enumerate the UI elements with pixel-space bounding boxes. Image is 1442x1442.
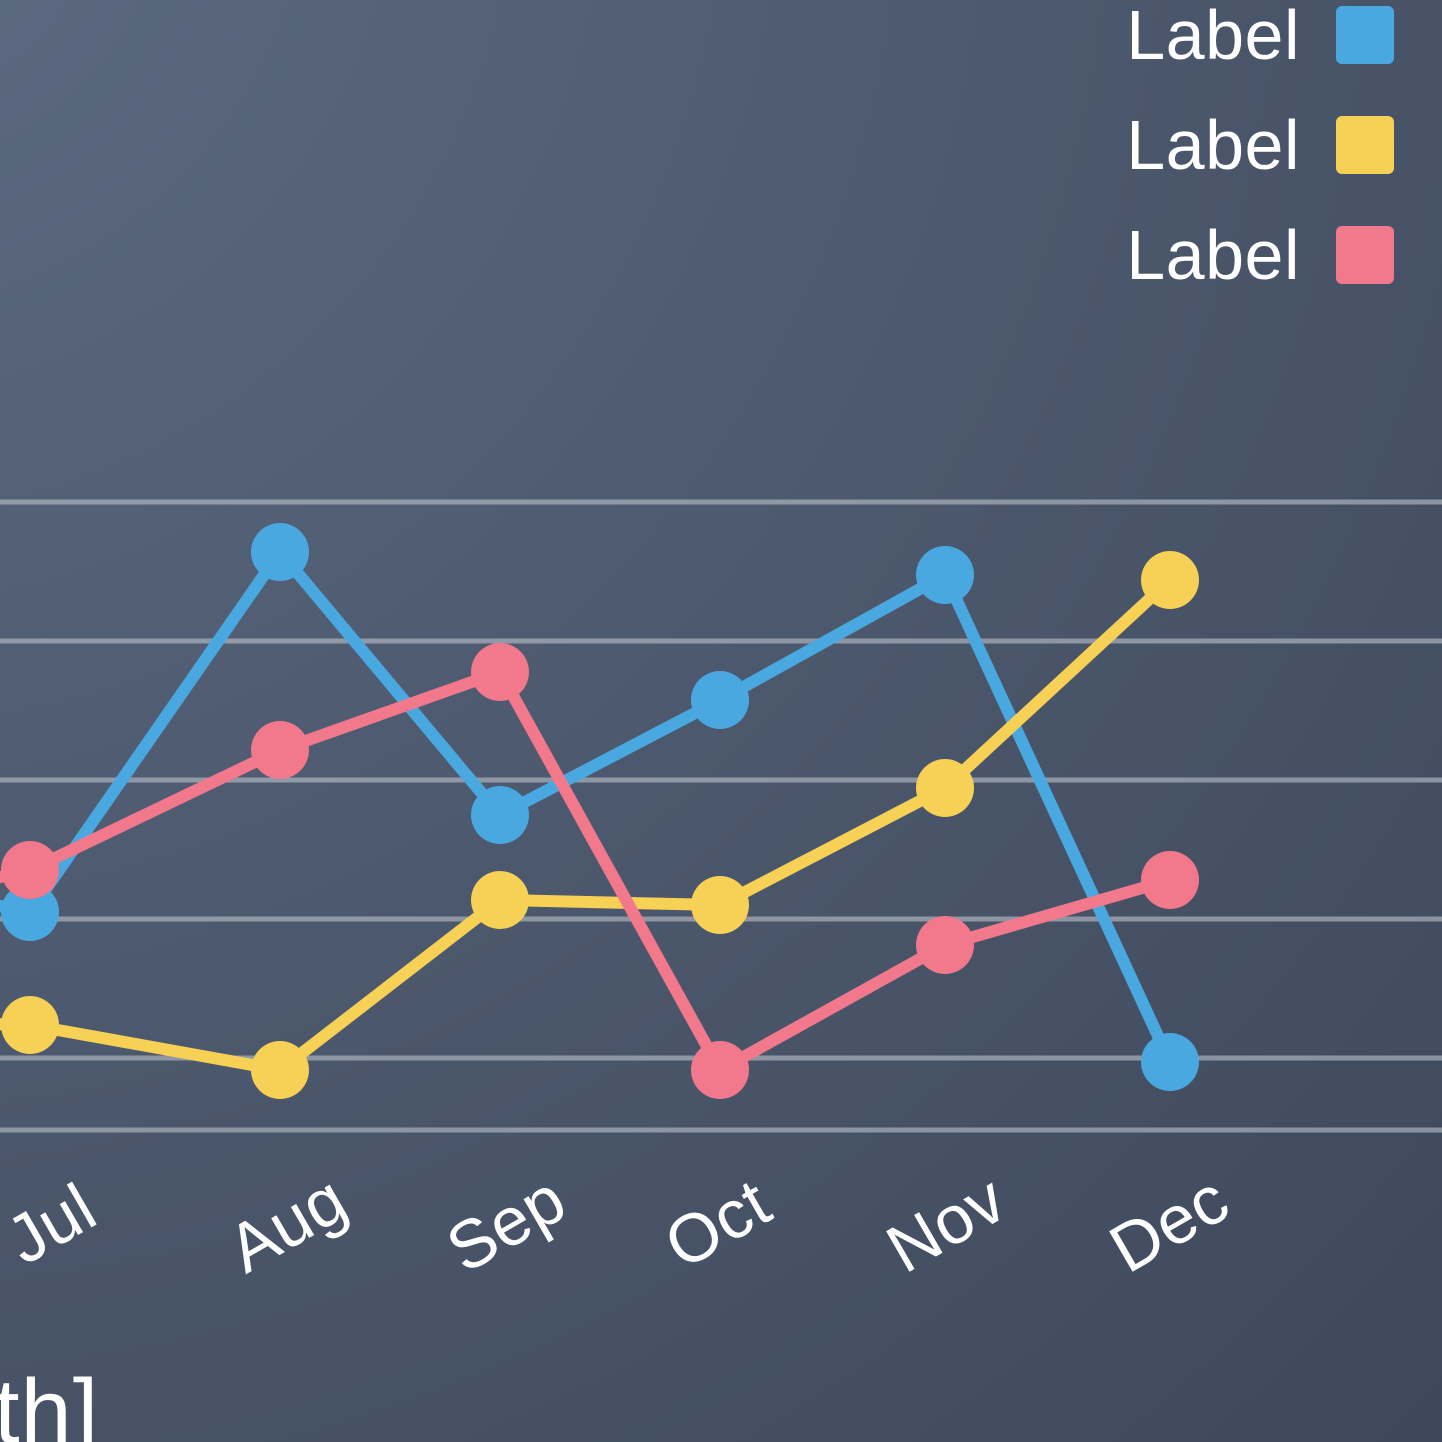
legend-item: Label [1126,90,1394,200]
series-yellow-marker [1141,551,1199,609]
series-yellow-marker [251,1041,309,1099]
series-yellow-marker [691,876,749,934]
series-pink-marker [251,721,309,779]
series-pink-marker [471,643,529,701]
series-yellow-marker [1,996,59,1054]
series-pink-marker [916,916,974,974]
series-lines [0,552,1170,1070]
series-pink-marker [1141,851,1199,909]
legend-label: Label [1126,105,1300,185]
legend: Label Label Label [1126,0,1394,310]
chart-container: JulAugSepOctNovDec LabelLabelLabel th] [0,0,1442,1442]
legend-label: Label [1126,215,1300,295]
legend-swatch [1336,116,1394,174]
legend-swatch [1336,6,1394,64]
series-markers [1,523,1199,1099]
gridlines [0,502,1442,1130]
legend-item: Label [1126,0,1394,90]
series-blue-marker [471,786,529,844]
legend-label: Label [1126,0,1300,75]
series-blue-line [0,552,1170,1062]
series-blue-marker [251,523,309,581]
series-pink-marker [691,1041,749,1099]
series-blue-marker [916,546,974,604]
series-blue-marker [691,671,749,729]
legend-swatch [1336,226,1394,284]
series-yellow-marker [471,871,529,929]
series-yellow-marker [916,759,974,817]
series-pink-marker [1,841,59,899]
series-blue-marker [1141,1033,1199,1091]
legend-item: Label [1126,200,1394,310]
series-pink-line [0,672,1170,1070]
